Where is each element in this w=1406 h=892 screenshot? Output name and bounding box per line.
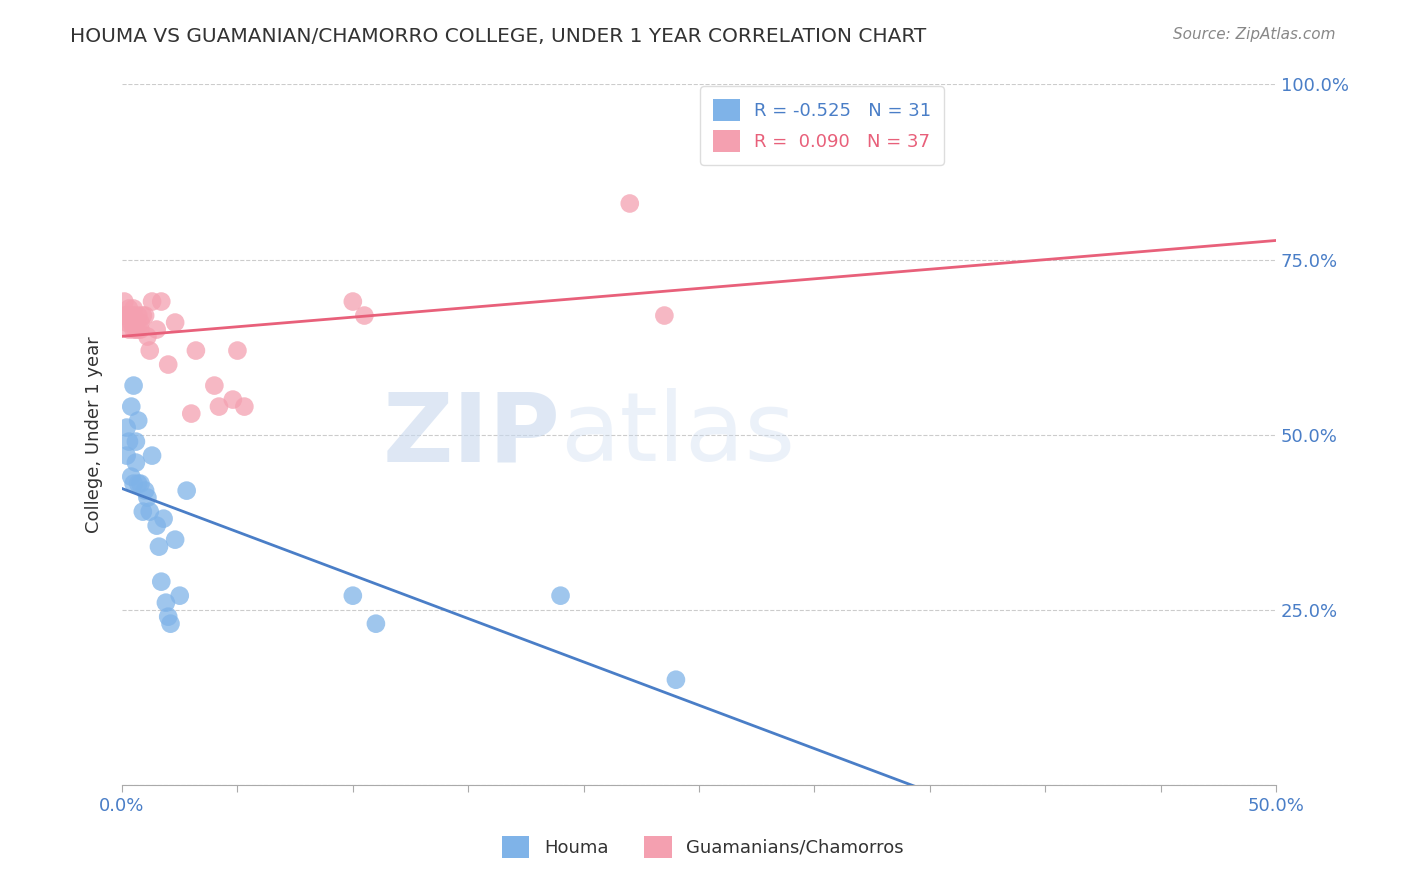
Point [115, 420, 138, 434]
Point [233, 400, 256, 414]
Point [157, 358, 180, 372]
Point [184, 343, 207, 358]
Point [222, 392, 245, 407]
Point [145, 518, 167, 533]
Point [353, 309, 375, 323]
Point [122, 476, 145, 491]
Point [550, 589, 572, 603]
Point [132, 309, 155, 323]
Point [136, 491, 159, 505]
Point [120, 316, 142, 330]
Point [115, 449, 138, 463]
Point [139, 343, 162, 358]
Point [122, 301, 145, 316]
Point [180, 407, 202, 421]
Point [118, 301, 141, 316]
Text: atlas: atlas [561, 388, 796, 481]
Point [129, 476, 152, 491]
Point [122, 309, 145, 323]
Point [120, 309, 142, 323]
Point [122, 322, 145, 336]
Point [155, 596, 177, 610]
Point [132, 505, 155, 519]
Text: HOUMA VS GUAMANIAN/CHAMORRO COLLEGE, UNDER 1 YEAR CORRELATION CHART: HOUMA VS GUAMANIAN/CHAMORRO COLLEGE, UND… [70, 27, 927, 45]
Point [115, 316, 138, 330]
Point [139, 505, 162, 519]
Point [148, 540, 170, 554]
Point [118, 434, 141, 449]
Point [112, 309, 135, 323]
Point [202, 378, 225, 392]
Point [226, 343, 249, 358]
Point [134, 483, 156, 498]
Point [122, 378, 145, 392]
Point [169, 589, 191, 603]
Legend: Houma, Guamanians/Chamorros: Houma, Guamanians/Chamorros [495, 829, 911, 865]
Point [364, 616, 387, 631]
Text: Source: ZipAtlas.com: Source: ZipAtlas.com [1173, 27, 1336, 42]
Point [125, 322, 148, 336]
Point [619, 196, 641, 211]
Point [129, 316, 152, 330]
Point [176, 483, 198, 498]
Y-axis label: College, Under 1 year: College, Under 1 year [86, 336, 103, 533]
Point [165, 533, 187, 547]
Point [120, 400, 142, 414]
Point [125, 434, 148, 449]
Point [127, 309, 149, 323]
Point [342, 294, 364, 309]
Point [120, 469, 142, 483]
Point [129, 322, 152, 336]
Point [127, 476, 149, 491]
Point [654, 309, 676, 323]
Point [145, 322, 167, 336]
Point [342, 589, 364, 603]
Point [127, 322, 149, 336]
Point [141, 294, 163, 309]
Point [157, 609, 180, 624]
Point [112, 294, 135, 309]
Point [127, 414, 149, 428]
Point [165, 316, 187, 330]
Legend: R = -0.525   N = 31, R =  0.090   N = 37: R = -0.525 N = 31, R = 0.090 N = 37 [700, 87, 943, 165]
Point [150, 574, 173, 589]
Point [118, 322, 141, 336]
Point [152, 511, 174, 525]
Point [125, 316, 148, 330]
Text: ZIP: ZIP [382, 388, 561, 481]
Point [665, 673, 688, 687]
Point [141, 449, 163, 463]
Point [150, 294, 173, 309]
Point [159, 616, 181, 631]
Point [125, 456, 148, 470]
Point [208, 400, 231, 414]
Point [115, 309, 138, 323]
Point [134, 309, 156, 323]
Point [136, 329, 159, 343]
